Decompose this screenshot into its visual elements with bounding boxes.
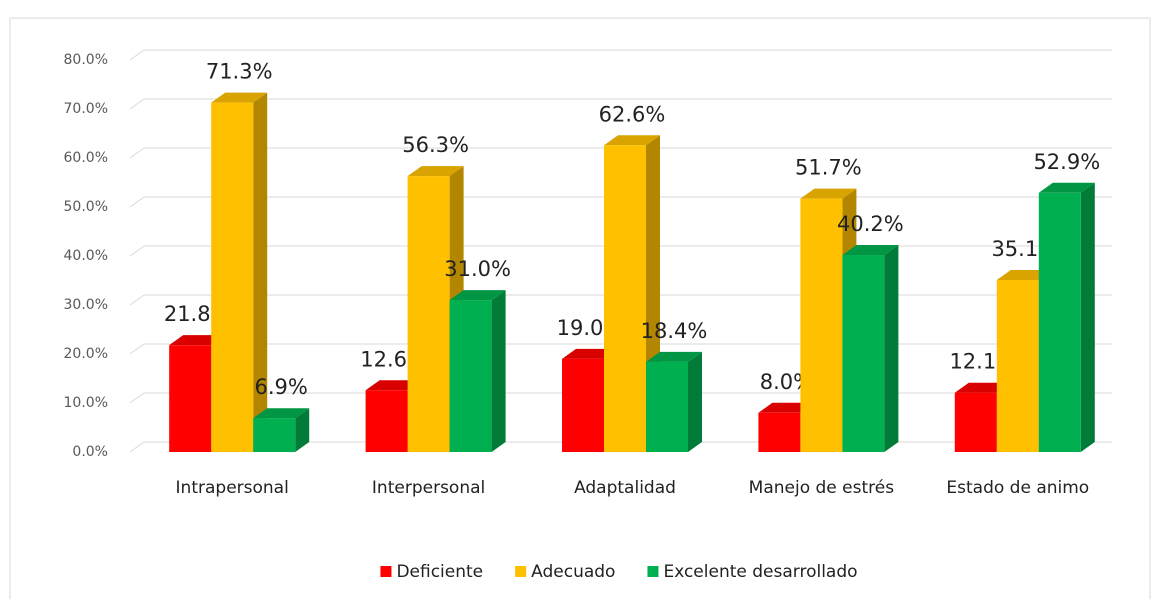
x-tick-label: Interpersonal [371,478,486,498]
data-label: 18.4% [641,319,708,343]
legend-label: Adecuado [531,562,615,582]
data-label: 62.6% [599,102,666,126]
grid-line-depth [129,147,145,159]
bar [646,361,688,452]
bar-side [884,245,899,452]
grid-line-depth [129,343,145,355]
y-tick-label: 80.0% [64,52,108,68]
legend-label: Excelente desarrollado [663,562,857,582]
grid-line-depth [129,49,145,61]
x-tick-label: Manejo de estrés [748,478,895,498]
y-tick-label: 30.0% [64,297,108,313]
legend-swatch [380,566,392,577]
legend-swatch [515,566,527,577]
bar [996,280,1039,452]
bar-top [842,245,899,256]
grid-line-depth [129,392,145,404]
bar [365,390,408,452]
y-tick-label: 70.0% [64,101,108,117]
bar-top [604,135,660,146]
bar [253,418,296,452]
x-tick-label: Adaptalidad [574,478,676,498]
grid-line-depth [129,98,145,110]
bar [758,412,801,452]
bar-top [211,92,268,103]
bar [211,102,254,452]
grid-line-depth [129,294,145,306]
data-label: 56.3% [402,133,469,157]
data-label: 71.3% [206,60,273,84]
grid-line-depth [129,196,145,208]
bar-top [646,351,702,362]
y-tick-label: 50.0% [64,199,108,215]
data-label: 6.9% [255,375,308,399]
x-tick-label: Intrapersonal [175,478,289,498]
bar-top [800,188,857,199]
y-tick-label: 20.0% [64,346,108,362]
bar [604,145,646,452]
grid-line-depth [129,441,145,453]
bar-side [688,351,702,452]
grid-line-depth [129,245,145,257]
legend-label: Deficiente [396,562,483,582]
bar-top [253,408,310,419]
bar [449,300,492,452]
bar-top [407,166,464,177]
bar [169,345,212,452]
bar-top [449,290,506,301]
y-tick-label: 0.0% [72,444,108,460]
bar [407,176,450,452]
data-label: 51.7% [795,156,862,180]
bar-side [295,408,310,452]
x-tick-label: Estado de animo [946,478,1090,498]
data-label: 40.2% [837,212,904,236]
legend-swatch [647,566,659,577]
bar [842,255,885,452]
y-tick-label: 10.0% [64,395,108,411]
data-label: 52.9% [1033,150,1100,174]
bar-side [1080,182,1095,453]
bar [562,358,604,452]
data-label: 31.0% [444,257,511,281]
bar [800,198,843,452]
bar [954,392,997,452]
chart-border [9,17,1151,599]
bar-top [1038,182,1095,193]
bar-side [253,92,268,452]
bar-side [491,290,506,452]
y-tick-label: 60.0% [64,150,108,166]
bar [1038,192,1081,453]
y-tick-label: 40.0% [64,248,108,264]
